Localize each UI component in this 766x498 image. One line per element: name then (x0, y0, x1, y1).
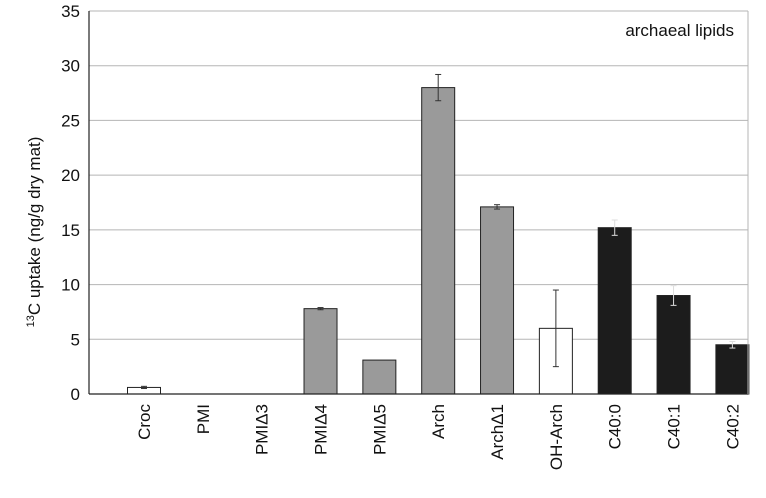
x-tick-label: PMIΔ3 (253, 404, 272, 455)
bars (127, 87, 750, 395)
error-bars (141, 73, 736, 390)
x-tick-label: PMI (194, 404, 213, 434)
x-tick-label: C40:2 (723, 404, 742, 449)
y-tick-label: 10 (61, 276, 80, 295)
grid-lines (89, 10, 748, 340)
y-tick-label: 25 (61, 111, 80, 130)
error-bar (670, 285, 677, 306)
error-bar (141, 385, 147, 390)
x-tick-label: PMIΔ5 (370, 404, 389, 455)
axes (88, 11, 749, 395)
chart-annotation: archaeal lipids (625, 21, 734, 40)
error-bar (317, 307, 324, 311)
bar (303, 308, 338, 395)
y-tick-label: 20 (61, 166, 80, 185)
x-tick-label: ArchΔ1 (488, 404, 507, 460)
y-tick-label: 5 (71, 330, 80, 349)
error-bar (552, 289, 559, 368)
y-tick-label: 0 (71, 385, 80, 404)
x-tick-label: Arch (429, 404, 448, 439)
x-tick-label: Croc (135, 404, 154, 440)
y-tick-label: 35 (61, 2, 80, 21)
x-tick-labels: Croc PMI PMIΔ3 PMIΔ4 PMIΔ5 Arch ArchΔ1 OH-Arch C… (135, 404, 742, 471)
error-bar (435, 73, 442, 102)
y-axis-label-superscript: 13 (25, 315, 37, 327)
y-axis-label-text: C uptake (ng/g dry mat) (25, 137, 44, 316)
error-bar (729, 340, 736, 349)
error-bar (494, 204, 501, 210)
bar (421, 87, 456, 395)
y-tick-labels: 0 5 10 15 20 25 30 35 (61, 2, 80, 404)
y-tick-label: 30 (61, 57, 80, 76)
x-tick-label: OH-Arch (547, 404, 566, 470)
x-tick-label: C40:1 (665, 404, 684, 449)
x-tick-label: PMIΔ4 (312, 404, 331, 455)
y-axis-label: 13C uptake (ng/g dry mat) (25, 137, 44, 328)
error-bar (611, 219, 618, 236)
bar (597, 227, 632, 395)
x-tick-label: C40:0 (606, 404, 625, 449)
bar (362, 359, 397, 395)
y-tick-label: 15 (61, 221, 80, 240)
bar (715, 344, 750, 395)
bar (656, 295, 691, 395)
bar (480, 206, 515, 395)
